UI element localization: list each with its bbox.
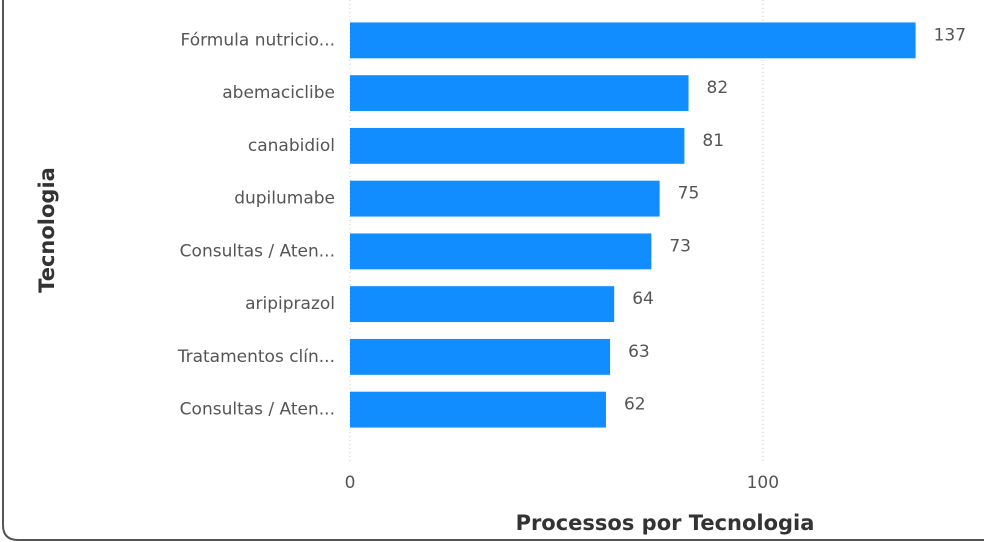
data-label: 81 [702,131,724,151]
y-axis-title: Tecnologia [35,167,59,293]
bar [350,286,615,323]
data-label: 82 [707,78,729,98]
y-tick-label: Fórmula nutricio... [181,30,335,50]
x-tick-label: 100 [747,473,779,493]
data-label: 64 [632,289,654,309]
data-label: 75 [678,184,700,204]
y-tick-label: Consultas / Aten... [180,400,335,420]
y-tick-label: aripiprazol [245,294,335,314]
data-label: 62 [624,395,646,415]
bar [350,127,685,164]
bar [350,233,652,270]
bar [350,75,689,112]
y-tick-label: canabidiol [248,136,335,156]
y-tick-label: Tratamentos clín... [177,347,335,367]
data-label: 137 [934,25,966,45]
bar [350,391,606,428]
bar [350,22,916,59]
data-label: 73 [669,236,691,256]
y-tick-label: dupilumabe [234,189,335,209]
y-tick-label: abemaciclibe [222,83,335,103]
x-axis-title: Processos por Tecnologia [516,511,815,535]
y-tick-label: Consultas / Aten... [180,241,335,261]
bar [350,180,660,217]
data-label: 63 [628,342,650,362]
x-tick-label: 0 [345,473,356,493]
bar [350,338,611,375]
